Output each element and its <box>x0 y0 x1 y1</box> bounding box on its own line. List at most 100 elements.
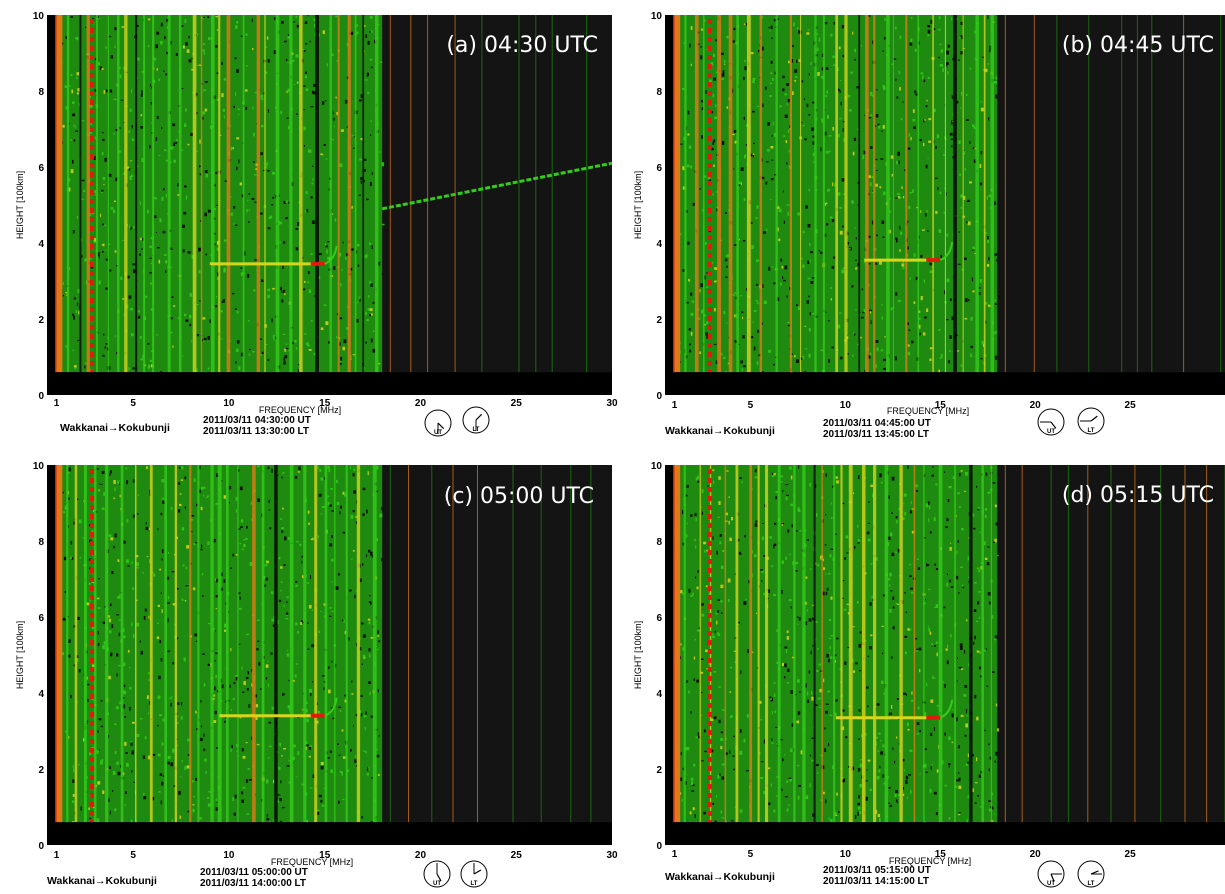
panel-d-plot-area <box>665 465 1225 845</box>
panel-d-path-label: Wakkanai→Kokubunji <box>665 871 775 883</box>
panel-a-x-axis-label: FREQUENCY [MHz] <box>259 405 341 415</box>
panel-a-x-tick-10: 10 <box>223 398 235 409</box>
panel-b-path-label: Wakkanai→Kokubunji <box>665 425 775 437</box>
svg-text:LT: LT <box>471 881 478 887</box>
panel-a-y-tick-4: 4 <box>38 239 44 250</box>
panel-d-y-tick-2: 2 <box>656 765 662 776</box>
panel-c-y-tick-6: 6 <box>38 613 44 624</box>
panel-d-x-tick-15: 15 <box>935 849 947 860</box>
panel-b-lt-clock-icon: LT <box>1077 407 1105 435</box>
svg-text:UT: UT <box>433 881 441 887</box>
panel-a-y-tick-6: 6 <box>38 163 44 174</box>
panel-b-x-axis-label: FREQUENCY [MHz] <box>887 406 969 416</box>
panel-c-x-tick-1: 1 <box>54 850 60 861</box>
panel-d-x-tick-25: 25 <box>1125 849 1137 860</box>
panel-c-y-tick-4: 4 <box>38 689 44 700</box>
panel-d-y-tick-4: 4 <box>656 689 662 700</box>
panel-b-y-tick-6: 6 <box>656 163 662 174</box>
panel-b-y-axis-label: HEIGHT [100km] <box>633 171 643 239</box>
panel-b-ut-clock-icon: UT <box>1037 408 1065 436</box>
panel-a-y-axis-label: HEIGHT [100km] <box>15 171 25 239</box>
panel-b-y-tick-2: 2 <box>656 315 662 326</box>
panel-b-ut-time: 2011/03/11 04:45:00 UT <box>823 418 931 429</box>
panel-a-path-label: Wakkanai→Kokubunji <box>60 422 170 434</box>
panel-d-ut-time: 2011/03/11 05:15:00 UT <box>823 865 931 876</box>
panel-b-lt-time: 2011/03/11 13:45:00 LT <box>823 429 929 440</box>
panel-c-lt-time: 2011/03/11 14:00:00 LT <box>200 878 306 889</box>
panel-a-lt-time: 2011/03/11 13:30:00 LT <box>203 426 309 437</box>
panel-d-x-tick-10: 10 <box>840 849 852 860</box>
svg-text:LT: LT <box>1088 428 1095 434</box>
panel-b-x-tick-20: 20 <box>1030 400 1042 411</box>
panel-c-x-tick-25: 25 <box>511 850 523 861</box>
panel-b-y-tick-0: 0 <box>656 391 662 402</box>
panel-a-ut-clock-icon: UT <box>424 409 452 437</box>
panel-c-y-tick-8: 8 <box>38 537 44 548</box>
panel-b-x-tick-10: 10 <box>840 400 852 411</box>
panel-d-y-tick-6: 6 <box>656 613 662 624</box>
svg-text:UT: UT <box>434 430 442 436</box>
panel-c-ut-time: 2011/03/11 05:00:00 UT <box>200 867 308 878</box>
panel-d-lt-clock-icon: LT <box>1077 860 1105 888</box>
panel-a-ut-time: 2011/03/11 04:30:00 UT <box>203 415 311 426</box>
panel-a-x-tick-30: 30 <box>606 398 618 409</box>
panel-a-x-tick-1: 1 <box>54 398 60 409</box>
panel-a-title: (a) 04:30 UTC <box>446 33 598 58</box>
panel-d-y-tick-0: 0 <box>656 841 662 852</box>
panel-b-x-tick-5: 5 <box>748 400 754 411</box>
panel-a-x-tick-15: 15 <box>319 398 331 409</box>
panel-c-lt-clock-icon: LT <box>460 860 488 888</box>
panel-c-x-axis-label: FREQUENCY [MHz] <box>271 857 353 867</box>
svg-text:UT: UT <box>1047 881 1055 887</box>
panel-b-plot-area <box>665 15 1225 395</box>
panel-c-x-tick-15: 15 <box>319 850 331 861</box>
panel-d-x-tick-1: 1 <box>672 849 678 860</box>
panel-a-y-tick-8: 8 <box>38 87 44 98</box>
panel-c-plot-area <box>47 465 612 845</box>
panel-b-y-tick-8: 8 <box>656 87 662 98</box>
panel-b-x-tick-1: 1 <box>672 400 678 411</box>
panel-c-x-tick-30: 30 <box>606 850 618 861</box>
panel-b-x-tick-15: 15 <box>935 400 947 411</box>
panel-c-x-tick-10: 10 <box>223 850 235 861</box>
panel-a-y-tick-2: 2 <box>38 315 44 326</box>
panel-b-title: (b) 04:45 UTC <box>1062 33 1214 58</box>
panel-c-y-tick-10: 10 <box>33 461 45 472</box>
panel-c-y-tick-0: 0 <box>38 841 44 852</box>
panel-d-y-tick-8: 8 <box>656 537 662 548</box>
panel-a-x-tick-25: 25 <box>511 398 523 409</box>
svg-text:LT: LT <box>1088 881 1095 887</box>
panel-a-x-tick-20: 20 <box>415 398 427 409</box>
panel-a-lt-clock-icon: LT <box>462 406 490 434</box>
panel-c-title: (c) 05:00 UTC <box>444 484 594 509</box>
panel-c-ut-clock-icon: UT <box>423 860 451 888</box>
svg-text:UT: UT <box>1047 429 1055 435</box>
panel-c-y-tick-2: 2 <box>38 765 44 776</box>
panel-c-y-axis-label: HEIGHT [100km] <box>15 621 25 689</box>
panel-a-y-tick-0: 0 <box>38 391 44 402</box>
panel-a-x-tick-5: 5 <box>130 398 136 409</box>
panel-d-y-tick-10: 10 <box>651 461 663 472</box>
panel-d-y-axis-label: HEIGHT [100km] <box>633 621 643 689</box>
panel-c-x-tick-5: 5 <box>130 850 136 861</box>
panel-d-ut-clock-icon: UT <box>1037 860 1065 888</box>
svg-text:LT: LT <box>473 427 480 433</box>
panel-b-x-tick-25: 25 <box>1125 400 1137 411</box>
panel-d-lt-time: 2011/03/11 14:15:00 LT <box>823 876 929 887</box>
panel-d-x-tick-5: 5 <box>748 849 754 860</box>
panel-d-x-axis-label: FREQUENCY [MHz] <box>889 856 971 866</box>
panel-a-y-tick-10: 10 <box>33 11 45 22</box>
panel-b-y-tick-10: 10 <box>651 11 663 22</box>
panel-c-x-tick-20: 20 <box>415 850 427 861</box>
panel-c-path-label: Wakkanai→Kokubunji <box>47 875 157 887</box>
panel-d-x-tick-20: 20 <box>1030 849 1042 860</box>
